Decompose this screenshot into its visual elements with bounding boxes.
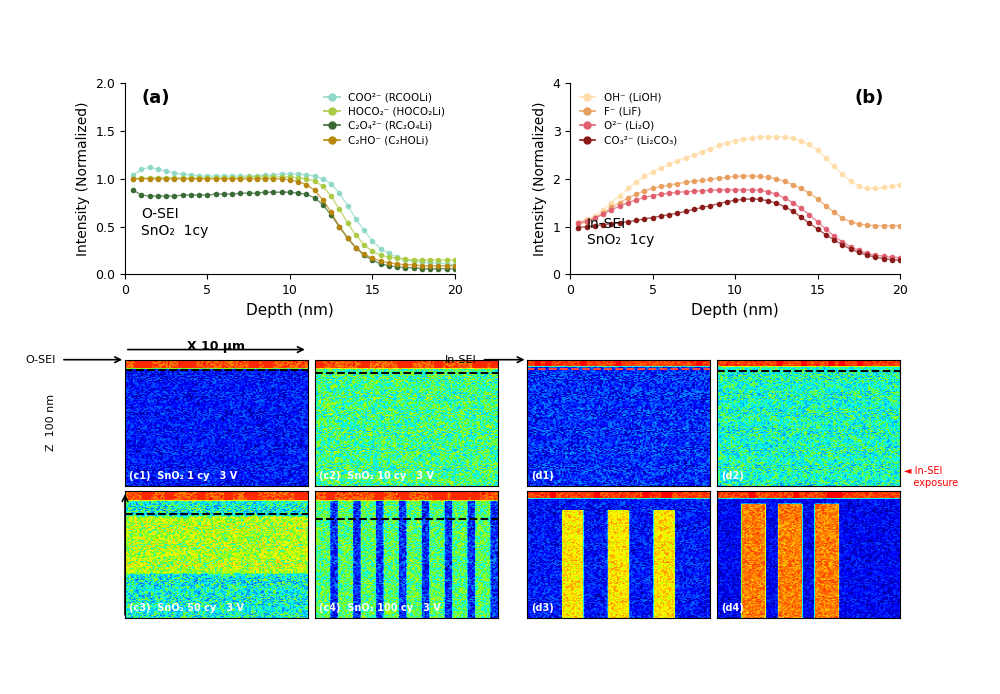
Text: O-SEI
SnO₂  1cy: O-SEI SnO₂ 1cy — [141, 208, 209, 237]
Text: (d4): (d4) — [721, 602, 744, 613]
Text: (c2)  SnO₂ 10 cy   3 V: (c2) SnO₂ 10 cy 3 V — [319, 471, 434, 481]
Text: X 10 μm: X 10 μm — [187, 340, 245, 353]
X-axis label: Depth (nm): Depth (nm) — [691, 303, 779, 318]
Text: (d3): (d3) — [531, 602, 554, 613]
Text: (a): (a) — [141, 89, 170, 107]
Text: (b): (b) — [854, 89, 884, 107]
X-axis label: Depth (nm): Depth (nm) — [246, 303, 334, 318]
Text: O-SEI: O-SEI — [25, 355, 56, 364]
Text: (d1): (d1) — [531, 471, 554, 481]
Text: ◄ In-SEI
   exposure: ◄ In-SEI exposure — [904, 466, 958, 488]
Text: Z  100 nm: Z 100 nm — [46, 394, 56, 452]
Text: In-SEI: In-SEI — [445, 355, 476, 364]
Text: (c3)  SnO₂ 50 cy   3 V: (c3) SnO₂ 50 cy 3 V — [129, 602, 244, 613]
Y-axis label: Intensity (Normalized): Intensity (Normalized) — [533, 101, 547, 256]
Text: (c1)  SnO₂ 1 cy   3 V: (c1) SnO₂ 1 cy 3 V — [129, 471, 237, 481]
Text: (c4)  SnO₂ 100 cy   3 V: (c4) SnO₂ 100 cy 3 V — [319, 602, 440, 613]
Text: In-SEI
SnO₂  1cy: In-SEI SnO₂ 1cy — [587, 217, 654, 247]
Y-axis label: Intensity (Normalized): Intensity (Normalized) — [76, 101, 90, 256]
Legend: COO²⁻ (RCOOLi), HOCO₂⁻ (HOCO₂Li), C₂O₄²⁻ (RC₂O₄Li), C₂HO⁻ (C₂HOLi): COO²⁻ (RCOOLi), HOCO₂⁻ (HOCO₂Li), C₂O₄²⁻… — [320, 89, 450, 149]
Text: (d2): (d2) — [721, 471, 744, 481]
Legend: OH⁻ (LiOH), F⁻ (LiF), O²⁻ (Li₂O), CO₃²⁻ (Li₂CO₃): OH⁻ (LiOH), F⁻ (LiF), O²⁻ (Li₂O), CO₃²⁻ … — [575, 89, 681, 149]
